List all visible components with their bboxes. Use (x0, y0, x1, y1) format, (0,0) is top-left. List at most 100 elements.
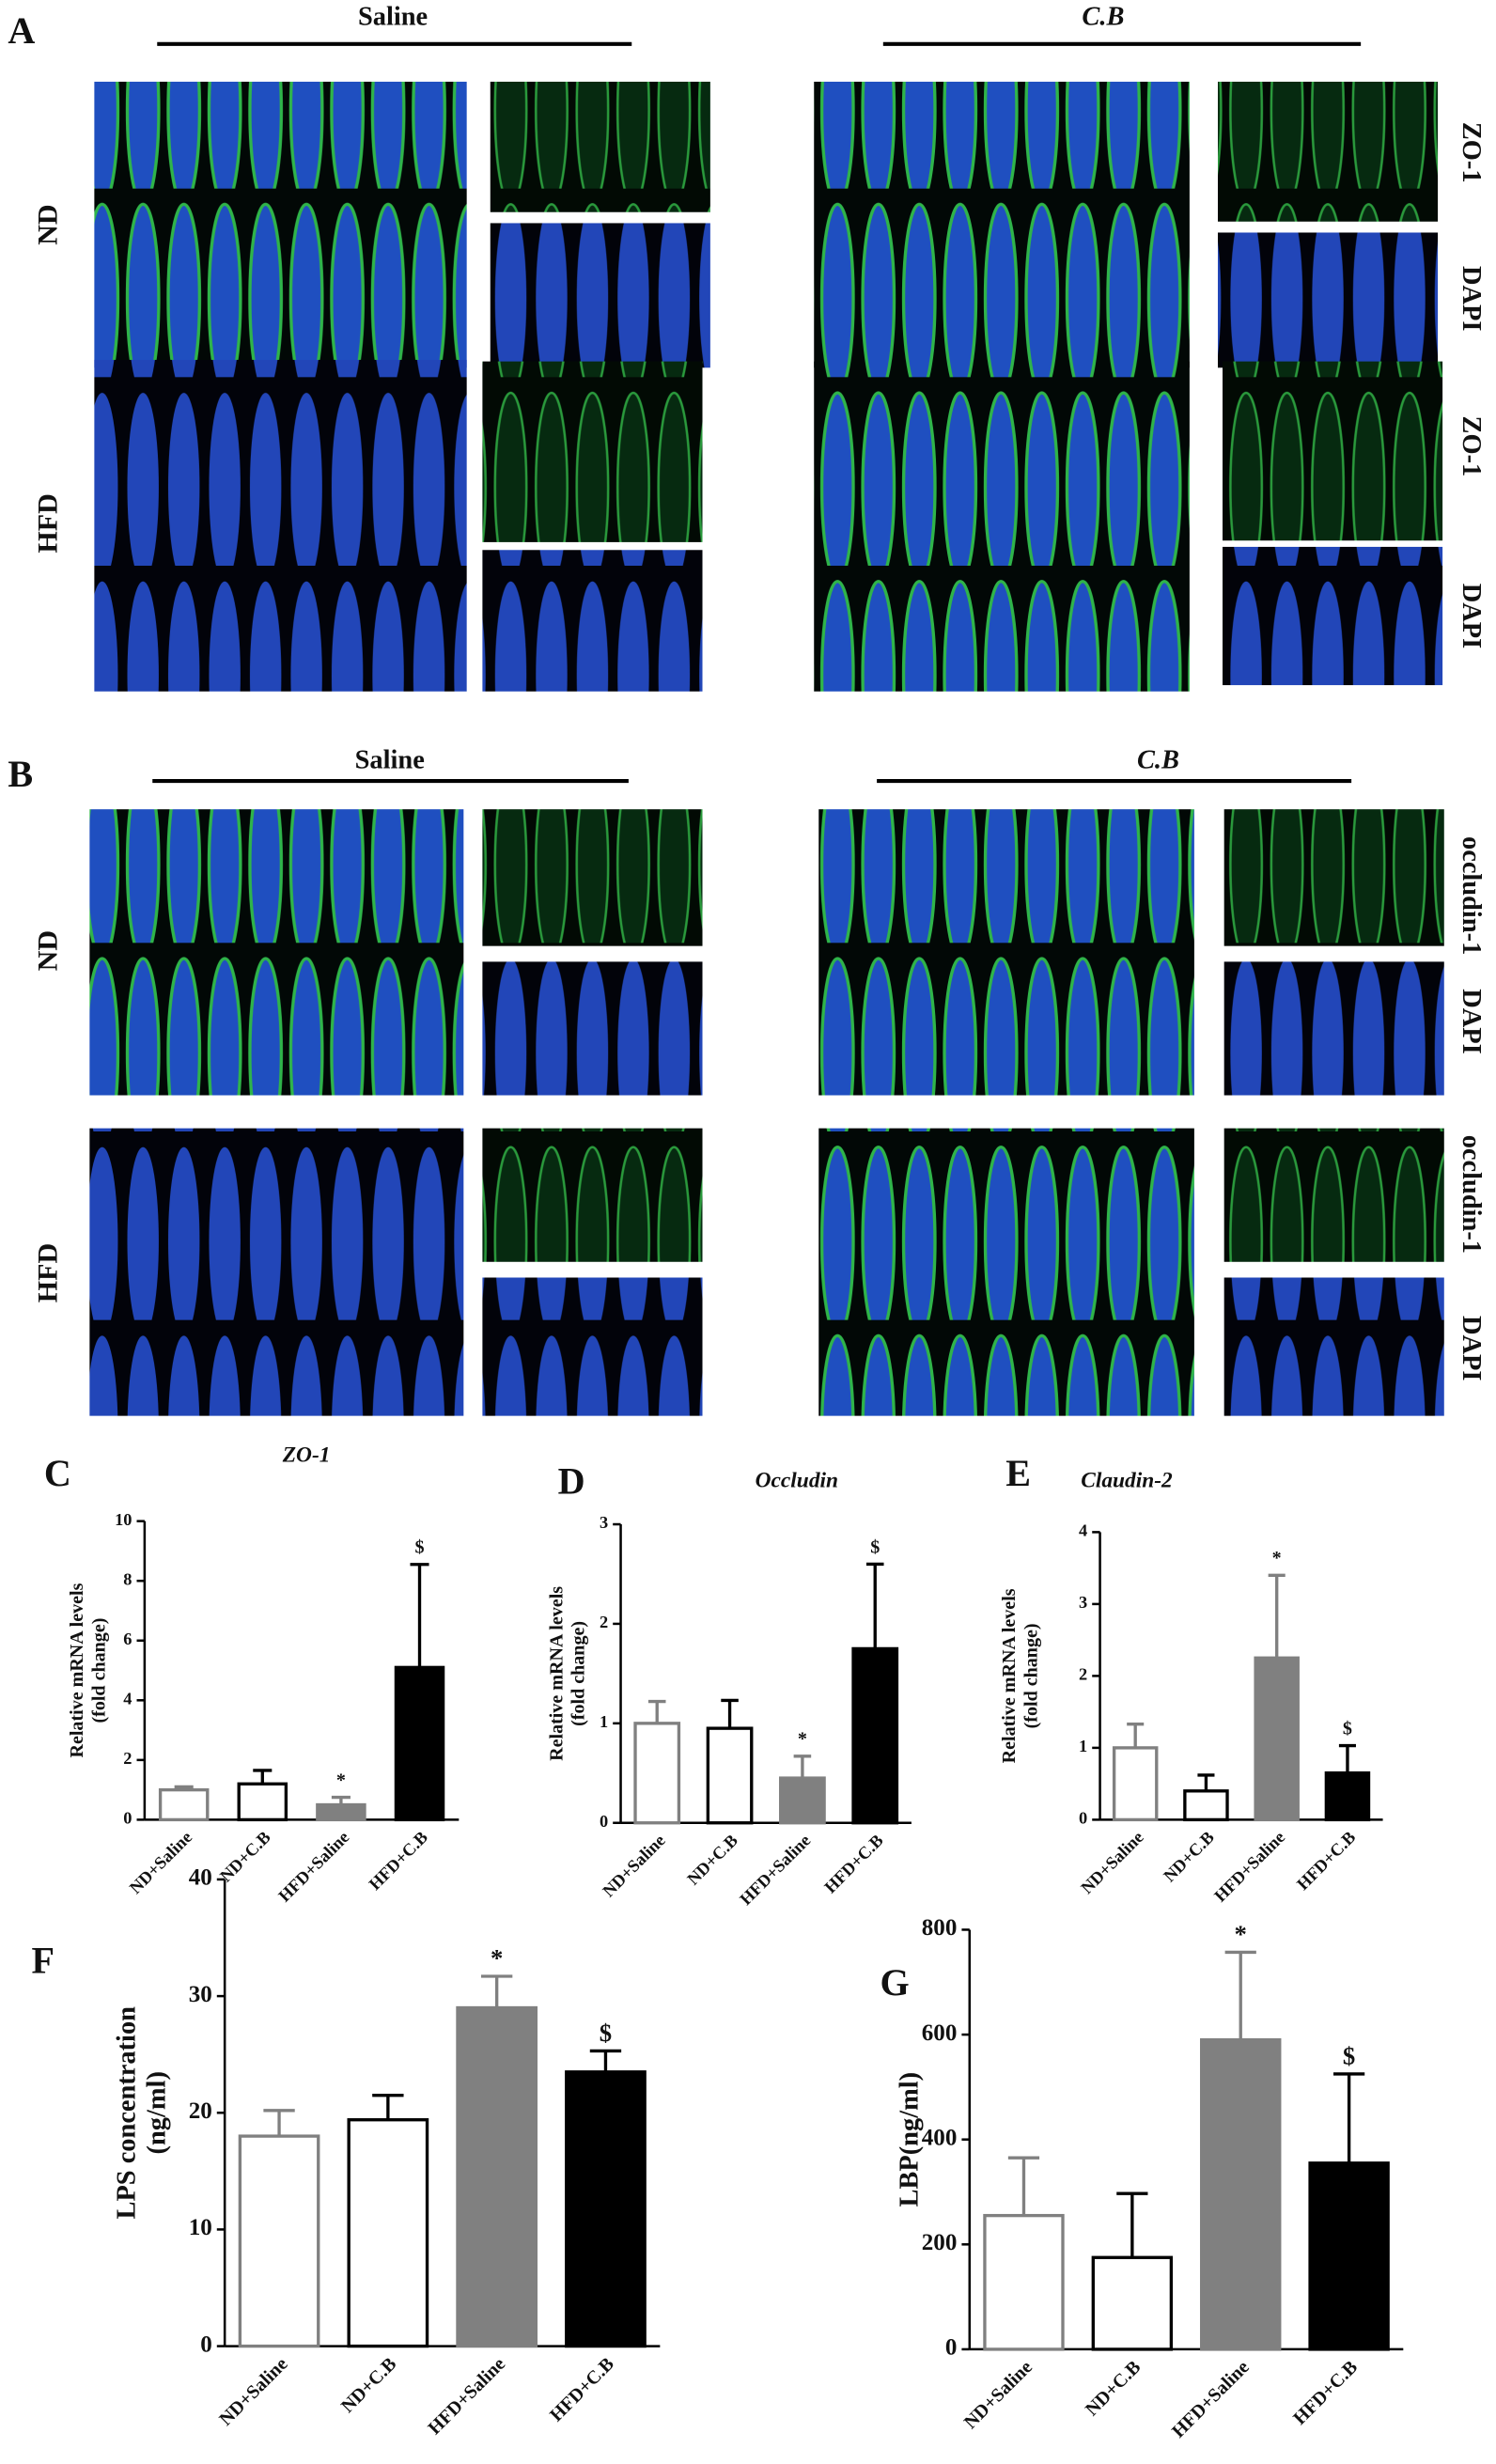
bar (1324, 1771, 1371, 1822)
x-tick-label: ND+Saline (126, 1828, 195, 1897)
y-tick-label: 20 (189, 2098, 212, 2124)
y-tick-label: 800 (922, 1915, 958, 1941)
micrograph (814, 81, 1190, 368)
stain-label: DAPI (1457, 1316, 1486, 1380)
panel-letter: A (8, 9, 35, 52)
micrograph (482, 361, 703, 542)
y-tick-label: 600 (922, 2020, 958, 2046)
significance-marker: * (336, 1770, 346, 1790)
significance-marker: $ (600, 2019, 612, 2047)
panel-letter: E (1005, 1452, 1031, 1494)
y-tick-label: 8 (123, 1569, 132, 1588)
micrograph (94, 81, 467, 368)
micrograph (1223, 546, 1443, 686)
stain-label: ZO-1 (1457, 416, 1486, 477)
bar (633, 1722, 681, 1825)
y-tick-label: 0 (1079, 1809, 1087, 1828)
micrograph (94, 359, 467, 692)
y-tick-label: 2 (1079, 1665, 1087, 1684)
significance-marker: $ (1343, 2041, 1355, 2069)
significance-marker: $ (414, 1537, 424, 1558)
x-tick-label: HFD+C.B (366, 1828, 431, 1894)
micrograph (1223, 1128, 1444, 1262)
chart-title: Claudin-2 (1081, 1468, 1173, 1492)
micrograph (490, 81, 710, 212)
bar (316, 1802, 366, 1822)
y-tick-label: 1 (600, 1712, 608, 1731)
x-tick-label: HFD+Saline (1168, 2357, 1254, 2442)
micrograph (482, 1277, 703, 1416)
y-tick-label: 2 (600, 1613, 608, 1631)
significance-marker: $ (1343, 1718, 1352, 1739)
stain-label: occludin-1 (1457, 1135, 1486, 1254)
micrograph (1223, 1277, 1444, 1416)
y-tick-label: 2 (123, 1749, 132, 1768)
micrograph (1223, 809, 1444, 946)
y-tick-label: 30 (189, 1982, 212, 2007)
x-tick-label: ND+Saline (599, 1831, 668, 1900)
y-tick-label: 3 (600, 1513, 608, 1532)
y-tick-label: 200 (922, 2230, 958, 2255)
x-tick-label: ND+Saline (960, 2357, 1036, 2433)
chart-title: Occludin (756, 1468, 838, 1492)
bar (1254, 1656, 1300, 1822)
panel-letter: D (558, 1459, 585, 1502)
stain-label: ZO-1 (1457, 122, 1486, 183)
x-tick-label: HFD+Saline (274, 1828, 352, 1906)
micrograph (482, 961, 703, 1096)
micrograph (1223, 961, 1444, 1096)
micrograph (482, 1128, 703, 1262)
x-tick-label: HFD+C.B (1293, 1828, 1359, 1894)
significance-marker: * (798, 1729, 807, 1750)
x-tick-label: HFD+Saline (1210, 1828, 1288, 1906)
y-tick-label: 4 (123, 1690, 132, 1708)
micrograph (818, 809, 1194, 1096)
group-label: C.B (1137, 746, 1179, 775)
bar (238, 2134, 320, 2348)
micrograph (1223, 361, 1443, 541)
stain-label: DAPI (1457, 266, 1486, 331)
bar (565, 2070, 647, 2348)
stain-label: DAPI (1457, 584, 1486, 648)
y-tick-label: 400 (922, 2125, 958, 2150)
x-tick-label: ND+C.B (337, 2354, 400, 2417)
y-axis-label: (fold change) (1021, 1623, 1041, 1728)
panel-letter: G (880, 1961, 909, 2004)
y-tick-label: 4 (1079, 1521, 1087, 1540)
x-tick-label: ND+C.B (683, 1831, 741, 1889)
bar (394, 1665, 445, 1822)
y-tick-label: 0 (200, 2331, 212, 2357)
significance-marker: * (1235, 1920, 1247, 1948)
x-tick-label: ND+Saline (215, 2353, 291, 2429)
bar (158, 1787, 210, 1822)
bar (851, 1646, 899, 1825)
diet-label: ND (31, 204, 63, 244)
micrograph (89, 1128, 464, 1416)
y-tick-label: 6 (123, 1630, 132, 1648)
bar (1183, 1789, 1229, 1822)
bar (706, 1726, 754, 1825)
diet-label: HFD (31, 1243, 63, 1303)
micrograph (1217, 81, 1439, 222)
y-axis-label: Relative mRNA levels (67, 1583, 87, 1757)
y-axis-label: (fold change) (89, 1618, 110, 1723)
group-label: Saline (355, 746, 425, 775)
diet-label: HFD (31, 493, 63, 554)
panel-letter: C (44, 1452, 71, 1494)
bar (347, 2118, 429, 2348)
micrograph (818, 1128, 1194, 1416)
y-tick-label: 10 (189, 2215, 212, 2240)
group-label: Saline (358, 3, 428, 32)
x-tick-label: HFD+C.B (1289, 2357, 1362, 2429)
x-tick-label: HFD+Saline (736, 1831, 814, 1909)
diet-label: ND (31, 930, 63, 971)
x-tick-label: HFD+C.B (546, 2354, 618, 2426)
y-tick-label: 0 (123, 1809, 132, 1828)
x-tick-label: HFD+Saline (425, 2353, 510, 2439)
y-axis-label: Relative mRNA levels (999, 1588, 1020, 1763)
x-tick-label: HFD+C.B (820, 1831, 886, 1896)
y-axis-label: LBP(ng/ml) (895, 2072, 924, 2207)
x-tick-label: ND+Saline (1077, 1828, 1146, 1897)
group-label: C.B (1082, 3, 1124, 32)
